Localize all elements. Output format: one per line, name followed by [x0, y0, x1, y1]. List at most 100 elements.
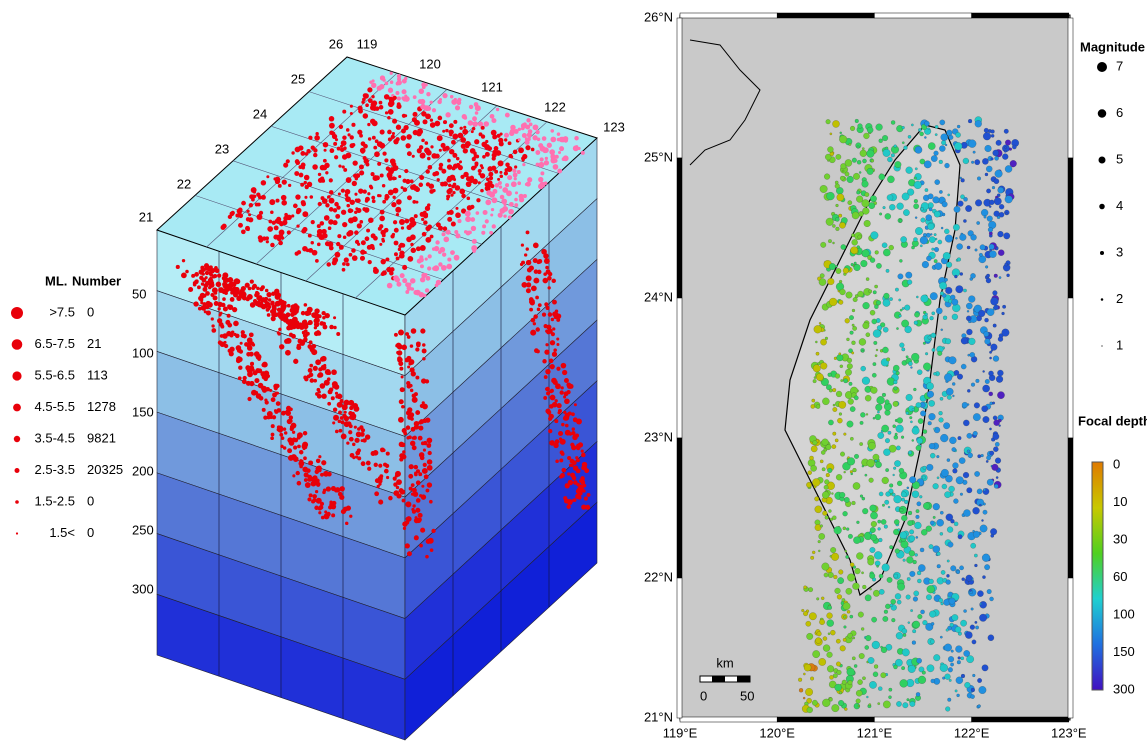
- epicenter: [933, 516, 936, 519]
- epicenter: [909, 416, 912, 419]
- epicenter: [916, 445, 921, 450]
- epicenter: [859, 171, 861, 173]
- hypocenter: [219, 312, 222, 315]
- epicenter: [859, 442, 862, 445]
- epicenter: [879, 574, 883, 578]
- epicenter: [867, 168, 874, 175]
- epicenter: [840, 132, 842, 134]
- hypocenter: [202, 273, 205, 276]
- hypocenter: [181, 273, 187, 279]
- hypocenter: [372, 120, 378, 126]
- epicenter: [978, 310, 985, 317]
- epicenter: [917, 579, 921, 583]
- hypocenter: [422, 343, 425, 346]
- epicenter: [950, 663, 953, 666]
- epicenter: [862, 465, 864, 467]
- epicenter: [871, 159, 874, 162]
- hypocenter: [313, 148, 317, 152]
- hypocenter: [492, 156, 496, 160]
- epicenter: [971, 695, 975, 699]
- hypocenter: [394, 228, 399, 233]
- epicenter: [971, 608, 974, 611]
- legend-ml: >7.5: [49, 304, 75, 319]
- hypocenter: [238, 365, 242, 369]
- epicenter: [806, 482, 811, 487]
- hypocenter: [558, 151, 561, 154]
- hypocenter: [265, 400, 269, 404]
- hypocenter: [399, 442, 404, 447]
- hypocenter: [310, 378, 315, 383]
- hypocenter: [398, 361, 403, 366]
- hypocenter: [485, 199, 491, 205]
- epicenter: [887, 194, 893, 200]
- epicenter: [955, 237, 957, 239]
- hypocenter: [213, 295, 218, 300]
- epicenter: [803, 586, 806, 589]
- epicenter: [845, 159, 852, 166]
- epicenter: [901, 436, 904, 439]
- epicenter: [955, 646, 962, 653]
- epicenter: [915, 227, 923, 235]
- hypocenter: [390, 80, 394, 84]
- hypocenter: [480, 189, 484, 193]
- hypocenter: [411, 287, 415, 291]
- epicenter: [987, 479, 993, 485]
- hypocenter: [572, 498, 575, 501]
- epicenter: [902, 629, 907, 634]
- epicenter: [935, 238, 937, 240]
- hypocenter: [476, 198, 480, 202]
- hypocenter: [357, 223, 362, 228]
- hypocenter: [425, 113, 431, 119]
- hypocenter: [321, 311, 325, 315]
- hypocenter: [293, 359, 298, 364]
- hypocenter: [408, 474, 413, 479]
- hypocenter: [308, 234, 312, 238]
- epicenter: [810, 677, 814, 681]
- hypocenter: [414, 120, 420, 126]
- epicenter: [836, 268, 841, 273]
- hypocenter: [557, 411, 560, 414]
- hypocenter: [291, 423, 297, 429]
- hypocenter: [460, 175, 464, 179]
- epicenter: [918, 418, 923, 423]
- epicenter: [928, 421, 932, 425]
- epicenter: [885, 438, 890, 443]
- hypocenter: [191, 274, 195, 278]
- hypocenter: [365, 199, 369, 203]
- hypocenter: [404, 94, 407, 97]
- epicenter: [820, 273, 824, 277]
- hypocenter: [539, 157, 543, 161]
- hypocenter: [561, 386, 564, 389]
- epicenter: [920, 411, 926, 417]
- epicenter: [940, 120, 945, 125]
- hypocenter: [211, 328, 216, 333]
- hypocenter: [420, 404, 424, 408]
- epicenter: [971, 161, 974, 164]
- legend-ml: 4.5-5.5: [35, 399, 75, 414]
- hypocenter: [366, 461, 371, 466]
- epicenter: [916, 692, 920, 696]
- epicenter: [870, 310, 875, 315]
- hypocenter: [407, 195, 412, 200]
- hypocenter: [336, 332, 340, 336]
- legend-header: Number: [72, 273, 121, 288]
- magnitude-title: Magnitude: [1080, 39, 1145, 54]
- hypocenter: [573, 465, 578, 470]
- epicenter: [813, 379, 817, 383]
- epicenter: [925, 313, 928, 316]
- hypocenter: [385, 81, 389, 85]
- hypocenter: [235, 279, 241, 285]
- hypocenter: [297, 436, 301, 440]
- hypocenter: [344, 416, 349, 421]
- hypocenter: [379, 194, 382, 197]
- hypocenter: [555, 459, 559, 463]
- hypocenter: [400, 243, 404, 247]
- epicenter: [810, 556, 814, 560]
- hypocenter: [392, 233, 395, 236]
- hypocenter: [415, 347, 419, 351]
- hypocenter: [188, 287, 193, 292]
- epicenter: [969, 589, 971, 591]
- hypocenter: [354, 211, 357, 214]
- epicenter: [853, 468, 857, 472]
- epicenter: [911, 124, 913, 126]
